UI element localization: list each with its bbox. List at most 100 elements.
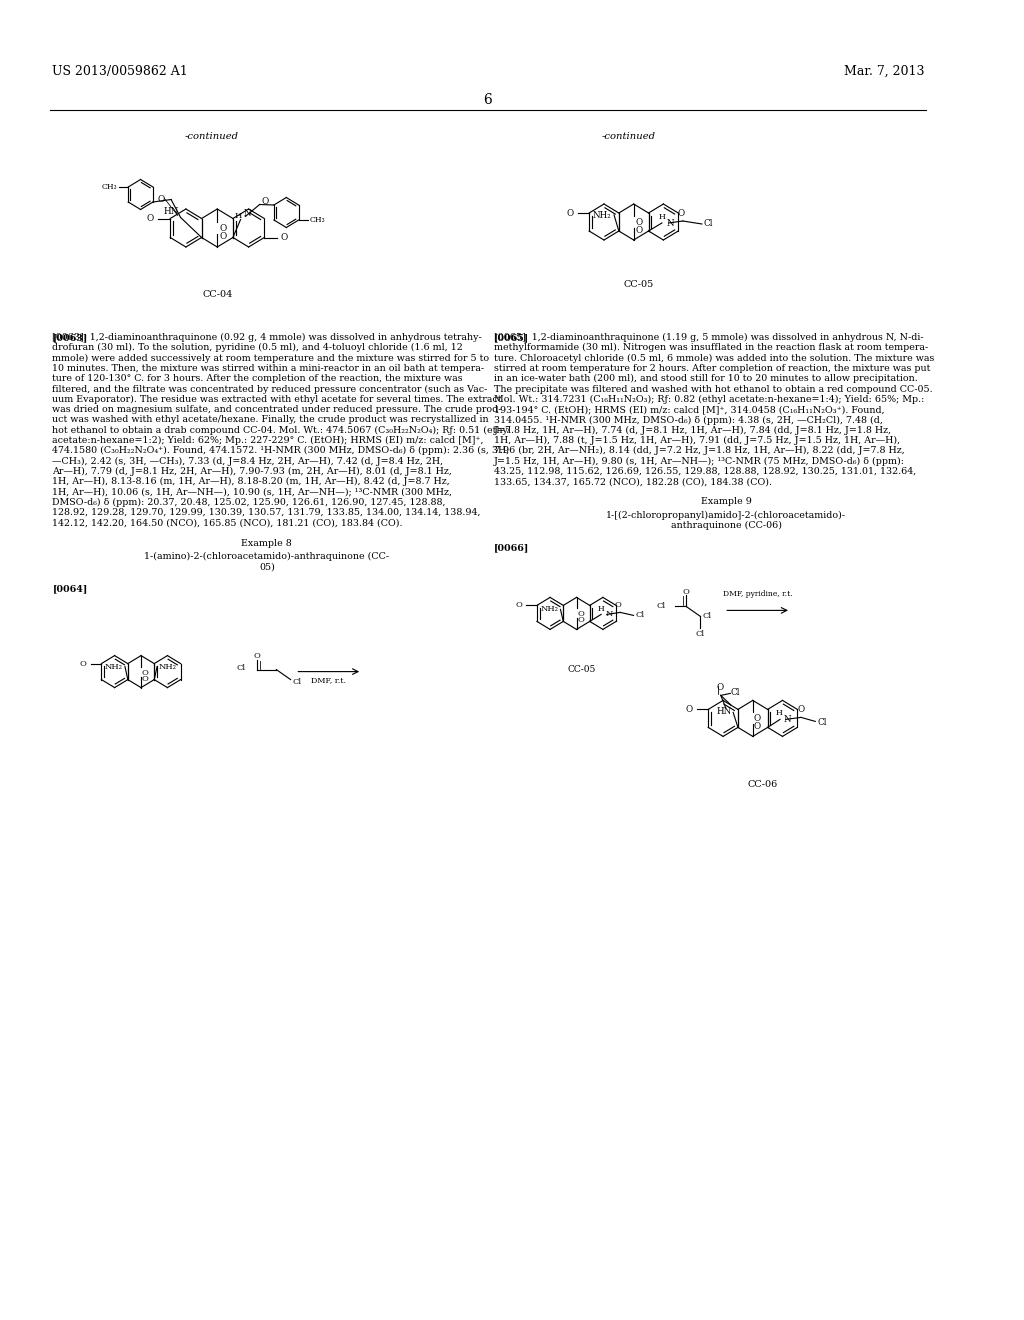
Text: DMF, r.t.: DMF, r.t. — [311, 677, 346, 685]
Text: Mar. 7, 2013: Mar. 7, 2013 — [844, 65, 925, 78]
Text: stirred at room temperature for 2 hours. After completion of reaction, the mixtu: stirred at room temperature for 2 hours.… — [494, 364, 930, 372]
Text: [0065]: [0065] — [494, 333, 528, 342]
Text: [0065]  1,2-diaminoanthraquinone (1.19 g, 5 mmole) was dissolved in anhydrous N,: [0065] 1,2-diaminoanthraquinone (1.19 g,… — [494, 333, 924, 342]
Text: -continued: -continued — [184, 132, 239, 141]
Text: O: O — [754, 714, 761, 723]
Text: acetate:n-hexane=1:2); Yield: 62%; Mp.: 227-229° C. (EtOH); HRMS (EI) m/z: calcd: acetate:n-hexane=1:2); Yield: 62%; Mp.: … — [52, 436, 484, 445]
Text: J=7.8 Hz, 1H, Ar—H), 7.74 (d, J=8.1 Hz, 1H, Ar—H), 7.84 (dd, J=8.1 Hz, J=1.8 Hz,: J=7.8 Hz, 1H, Ar—H), 7.74 (d, J=8.1 Hz, … — [494, 425, 892, 434]
Text: 128.92, 129.28, 129.70, 129.99, 130.39, 130.57, 131.79, 133.85, 134.00, 134.14, : 128.92, 129.28, 129.70, 129.99, 130.39, … — [52, 508, 481, 517]
Text: O: O — [142, 669, 148, 677]
Text: O: O — [686, 705, 693, 714]
Text: Mol. Wt.: 314.7231 (C₁₆H₁₁N₂O₃); Rƒ: 0.82 (ethyl acetate:n-hexane=1:4); Yield: 6: Mol. Wt.: 314.7231 (C₁₆H₁₁N₂O₃); Rƒ: 0.8… — [494, 395, 924, 404]
Text: O: O — [614, 602, 622, 610]
Text: was dried on magnesium sulfate, and concentrated under reduced pressure. The cru: was dried on magnesium sulfate, and conc… — [52, 405, 502, 414]
Text: in an ice-water bath (200 ml), and stood still for 10 to 20 minutes to allow pre: in an ice-water bath (200 ml), and stood… — [494, 374, 918, 383]
Text: O: O — [578, 610, 585, 618]
Text: O: O — [80, 660, 87, 668]
Text: Cl: Cl — [702, 612, 712, 620]
Text: hot ethanol to obtain a drab compound CC-04. Mol. Wt.: 474.5067 (C₃₀H₂₂N₂O₄); Rƒ: hot ethanol to obtain a drab compound CC… — [52, 425, 511, 434]
Text: US 2013/0059862 A1: US 2013/0059862 A1 — [52, 65, 188, 78]
Text: 10 minutes. Then, the mixture was stirred within a mini-reactor in an oil bath a: 10 minutes. Then, the mixture was stirre… — [52, 364, 484, 372]
Text: CC-04: CC-04 — [202, 290, 232, 300]
Text: H: H — [775, 709, 782, 717]
Text: NH₂: NH₂ — [159, 663, 177, 671]
Text: 43.25, 112.98, 115.62, 126.69, 126.55, 129.88, 128.88, 128.92, 130.25, 131.01, 1: 43.25, 112.98, 115.62, 126.69, 126.55, 1… — [494, 467, 915, 477]
Text: N: N — [606, 610, 613, 618]
Text: J=1.5 Hz, 1H, Ar—H), 9.80 (s, 1H, Ar—NH—); ¹³C-NMR (75 MHz, DMSO-d₆) δ (ppm):: J=1.5 Hz, 1H, Ar—H), 9.80 (s, 1H, Ar—NH—… — [494, 457, 904, 466]
Text: 1H, Ar—H), 7.88 (t, J=1.5 Hz, 1H, Ar—H), 7.91 (dd, J=7.5 Hz, J=1.5 Hz, 1H, Ar—H): 1H, Ar—H), 7.88 (t, J=1.5 Hz, 1H, Ar—H),… — [494, 436, 900, 445]
Text: NH₂: NH₂ — [105, 663, 123, 671]
Text: H: H — [598, 606, 604, 614]
Text: O: O — [578, 616, 585, 624]
Text: O: O — [566, 209, 573, 218]
Text: O: O — [254, 652, 261, 660]
Text: H: H — [234, 211, 243, 219]
Text: NH₂: NH₂ — [541, 606, 558, 614]
Text: O: O — [754, 722, 761, 731]
Text: 314.0455. ¹H-NMR (300 MHz, DMSO-d₆) δ (ppm): 4.38 (s, 2H, —CH₂Cl), 7.48 (d,: 314.0455. ¹H-NMR (300 MHz, DMSO-d₆) δ (p… — [494, 416, 883, 425]
Text: HN: HN — [717, 708, 732, 717]
Text: O: O — [219, 232, 226, 242]
Text: filtered, and the filtrate was concentrated by reduced pressure concentrator (su: filtered, and the filtrate was concentra… — [52, 384, 487, 393]
Text: Cl: Cl — [730, 688, 739, 697]
Text: 193-194° C. (EtOH); HRMS (EI) m/z: calcd [M]⁺, 314.0458 (C₁₆H₁₁N₂O₃⁺). Found,: 193-194° C. (EtOH); HRMS (EI) m/z: calcd… — [494, 405, 885, 414]
Text: Cl: Cl — [293, 677, 302, 685]
Text: mmole) were added successively at room temperature and the mixture was stirred f: mmole) were added successively at room t… — [52, 354, 489, 363]
Text: uct was washed with ethyl acetate/hexane. Finally, the crude product was recryst: uct was washed with ethyl acetate/hexane… — [52, 416, 489, 425]
Text: The precipitate was filtered and washed with hot ethanol to obtain a red compoun: The precipitate was filtered and washed … — [494, 384, 932, 393]
Text: O: O — [219, 224, 226, 234]
Text: [0063]: [0063] — [52, 333, 88, 342]
Text: 142.12, 142.20, 164.50 (NCO), 165.85 (NCO), 181.21 (CO), 183.84 (CO).: 142.12, 142.20, 164.50 (NCO), 165.85 (NC… — [52, 519, 402, 528]
Text: O: O — [716, 684, 723, 693]
Text: 1H, Ar—H), 8.13-8.16 (m, 1H, Ar—H), 8.18-8.20 (m, 1H, Ar—H), 8.42 (d, J=8.7 Hz,: 1H, Ar—H), 8.13-8.16 (m, 1H, Ar—H), 8.18… — [52, 478, 451, 486]
Text: O: O — [142, 675, 148, 682]
Text: Example 8: Example 8 — [242, 539, 292, 548]
Text: Cl: Cl — [656, 602, 666, 610]
Text: DMSO-d₆) δ (ppm): 20.37, 20.48, 125.02, 125.90, 126.61, 126.90, 127.45, 128.88,: DMSO-d₆) δ (ppm): 20.37, 20.48, 125.02, … — [52, 498, 445, 507]
Text: drofuran (30 ml). To the solution, pyridine (0.5 ml), and 4-toluoyl chloride (1.: drofuran (30 ml). To the solution, pyrid… — [52, 343, 463, 352]
Text: O: O — [515, 602, 522, 610]
Text: methylformamide (30 ml). Nitrogen was insufflated in the reaction flask at room : methylformamide (30 ml). Nitrogen was in… — [494, 343, 928, 352]
Text: -continued: -continued — [602, 132, 656, 141]
Text: O: O — [281, 234, 288, 242]
Text: 474.1580 (C₃₀H₂₂N₂O₄⁺). Found, 474.1572. ¹H-NMR (300 MHz, DMSO-d₆) δ (ppm): 2.36: 474.1580 (C₃₀H₂₂N₂O₄⁺). Found, 474.1572.… — [52, 446, 510, 455]
Text: CC-05: CC-05 — [567, 665, 596, 675]
Text: O: O — [683, 589, 689, 597]
Text: Example 9: Example 9 — [700, 498, 752, 507]
Text: 1-(amino)-2-(chloroacetamido)-anthraquinone (CC-: 1-(amino)-2-(chloroacetamido)-anthraquin… — [144, 552, 389, 561]
Text: CH₃: CH₃ — [310, 216, 326, 224]
Text: 1H, Ar—H), 10.06 (s, 1H, Ar—NH—), 10.90 (s, 1H, Ar—NH—); ¹³C-NMR (300 MHz,: 1H, Ar—H), 10.06 (s, 1H, Ar—NH—), 10.90 … — [52, 487, 453, 496]
Text: NH₂: NH₂ — [593, 211, 611, 220]
Text: DMF, pyridine, r.t.: DMF, pyridine, r.t. — [723, 590, 793, 598]
Text: 7.96 (br, 2H, Ar—NH₂), 8.14 (dd, J=7.2 Hz, J=1.8 Hz, 1H, Ar—H), 8.22 (dd, J=7.8 : 7.96 (br, 2H, Ar—NH₂), 8.14 (dd, J=7.2 H… — [494, 446, 904, 455]
Text: 05): 05) — [259, 562, 274, 572]
Text: O: O — [636, 226, 643, 235]
Text: O: O — [261, 197, 268, 206]
Text: N: N — [667, 219, 674, 227]
Text: ture. Chloroacetyl chloride (0.5 ml, 6 mmole) was added into the solution. The m: ture. Chloroacetyl chloride (0.5 ml, 6 m… — [494, 354, 934, 363]
Text: O: O — [146, 214, 154, 223]
Text: Ar—H), 7.79 (d, J=8.1 Hz, 2H, Ar—H), 7.90-7.93 (m, 2H, Ar—H), 8.01 (d, J=8.1 Hz,: Ar—H), 7.79 (d, J=8.1 Hz, 2H, Ar—H), 7.9… — [52, 467, 453, 477]
Text: CC-06: CC-06 — [748, 780, 777, 789]
Text: 1-[(2-chloropropanyl)amido]-2-(chloroacetamido)-: 1-[(2-chloropropanyl)amido]-2-(chloroace… — [606, 511, 846, 520]
Text: Cl: Cl — [636, 611, 644, 619]
Text: Cl: Cl — [696, 631, 705, 639]
Text: —CH₃), 2.42 (s, 3H, —CH₃), 7.33 (d, J=8.4 Hz, 2H, Ar—H), 7.42 (d, J=8.4 Hz, 2H,: —CH₃), 2.42 (s, 3H, —CH₃), 7.33 (d, J=8.… — [52, 457, 443, 466]
Text: [0063]  1,2-diaminoanthraquinone (0.92 g, 4 mmole) was dissolved in anhydrous te: [0063] 1,2-diaminoanthraquinone (0.92 g,… — [52, 333, 482, 342]
Text: HN: HN — [164, 207, 179, 216]
Text: [0064]: [0064] — [52, 585, 88, 594]
Text: Cl: Cl — [817, 718, 826, 727]
Text: O: O — [158, 194, 165, 203]
Text: CC-05: CC-05 — [624, 280, 653, 289]
Text: 6: 6 — [483, 92, 493, 107]
Text: O: O — [798, 705, 805, 714]
Text: Cl: Cl — [237, 664, 246, 672]
Text: N: N — [244, 210, 251, 219]
Text: CH₃: CH₃ — [101, 183, 117, 191]
Text: ture of 120-130° C. for 3 hours. After the completion of the reaction, the mixtu: ture of 120-130° C. for 3 hours. After t… — [52, 374, 463, 383]
Text: N: N — [783, 715, 792, 723]
Text: anthraquinone (CC-06): anthraquinone (CC-06) — [671, 521, 781, 531]
Text: H: H — [658, 213, 666, 220]
Text: Cl: Cl — [703, 219, 714, 228]
Text: 133.65, 134.37, 165.72 (NCO), 182.28 (CO), 184.38 (CO).: 133.65, 134.37, 165.72 (NCO), 182.28 (CO… — [494, 478, 772, 486]
